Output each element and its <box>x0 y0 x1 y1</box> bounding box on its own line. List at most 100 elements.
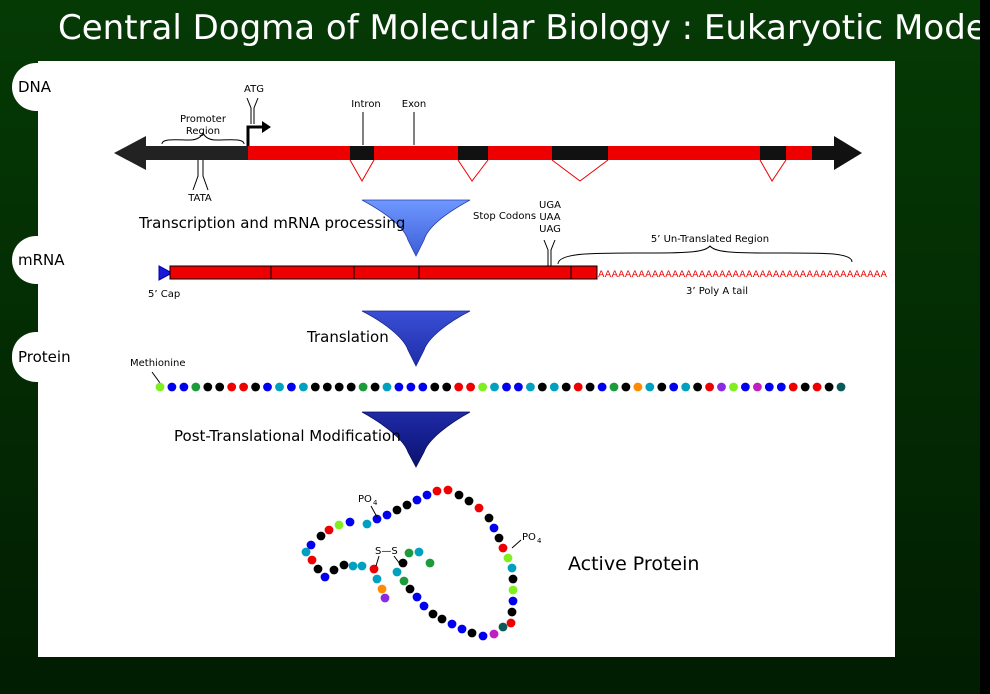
folded-amino-acid <box>324 525 334 535</box>
folded-amino-acid <box>507 563 517 573</box>
amino-acid <box>800 382 810 392</box>
amino-acid <box>633 382 643 392</box>
transcription-start-arrow <box>246 125 264 146</box>
amino-acid <box>788 382 798 392</box>
intron-label: Intron <box>351 99 381 110</box>
amino-acid <box>263 382 272 392</box>
folded-amino-acid <box>419 601 429 611</box>
ptm-label: Post-Translational Modification <box>174 427 401 445</box>
dna-intron-1 <box>350 146 374 160</box>
folded-amino-acid <box>357 561 367 571</box>
amino-acid <box>645 382 655 392</box>
transcription-label: Transcription and mRNA processing <box>138 214 405 232</box>
folded-amino-acid <box>392 505 402 515</box>
promoter-label-line1: Promoter <box>180 114 227 125</box>
active-protein-label: Active Protein <box>568 553 699 575</box>
folded-amino-acid <box>348 561 358 571</box>
dna-left-arrowhead <box>114 136 146 170</box>
folded-amino-acid <box>422 490 432 500</box>
folded-amino-acid <box>437 614 447 624</box>
amino-acid <box>466 382 475 392</box>
folded-amino-acid <box>454 490 464 500</box>
amino-acid <box>310 382 320 392</box>
folded-amino-acid <box>320 572 330 582</box>
amino-acid <box>239 382 249 392</box>
splice-marker-1 <box>349 159 375 183</box>
poly-a-tail-label: 3’ Poly A tail <box>686 286 748 297</box>
amino-acid <box>370 382 380 392</box>
folded-amino-acid <box>380 593 390 603</box>
folded-amino-acid <box>402 500 412 510</box>
amino-acid <box>573 382 583 392</box>
folded-amino-acid <box>414 547 424 557</box>
stop-codon-marker <box>543 239 556 266</box>
diagram-panel <box>38 61 895 657</box>
amino-acid <box>537 382 547 392</box>
five-prime-cap <box>158 265 174 281</box>
mrna-exon-boundaries <box>270 266 572 279</box>
utr-brace <box>557 245 853 265</box>
stop-codon-uaa: UAA <box>539 212 560 223</box>
amino-acid <box>430 382 440 392</box>
amino-acid <box>585 382 595 392</box>
amino-acid <box>227 382 237 392</box>
stage-label-protein: Protein <box>12 332 92 382</box>
amino-acid <box>812 382 822 392</box>
amino-acid <box>179 382 189 392</box>
folded-amino-acid <box>362 519 372 529</box>
folded-amino-acid <box>404 548 414 558</box>
folded-amino-acid <box>425 558 435 568</box>
amino-acid <box>406 382 416 392</box>
amino-acid <box>621 382 631 392</box>
amino-acid <box>657 382 667 392</box>
folded-amino-acid <box>372 514 382 524</box>
amino-acid <box>454 382 464 392</box>
dna-right-arrowhead <box>834 136 862 170</box>
promoter-brace <box>161 131 245 145</box>
folded-amino-acid <box>301 547 311 557</box>
stop-codons-label: Stop Codons <box>473 211 536 222</box>
dna-intron-2 <box>458 146 488 160</box>
amino-acid <box>155 382 165 392</box>
splice-marker-4 <box>759 159 787 182</box>
amino-acid <box>334 382 344 392</box>
amino-acid <box>346 382 356 392</box>
atg-marker <box>246 97 259 124</box>
folded-amino-acid <box>508 574 518 584</box>
amino-acid <box>275 382 284 392</box>
folded-amino-acid <box>489 523 499 533</box>
folded-amino-acid <box>507 607 517 617</box>
mrna-strand <box>169 265 598 280</box>
folded-amino-acid <box>506 618 516 628</box>
amino-acid <box>191 382 201 392</box>
folded-amino-acid <box>334 520 344 530</box>
dna-promoter-segment <box>144 146 250 160</box>
splice-markers <box>349 159 787 183</box>
folded-amino-acid <box>478 631 488 641</box>
exon-label: Exon <box>402 99 426 110</box>
folded-amino-acid <box>467 628 477 638</box>
amino-acid <box>215 382 225 392</box>
folded-amino-acid <box>392 567 402 577</box>
folded-amino-acid <box>508 596 518 606</box>
tata-label: TATA <box>187 193 212 204</box>
amino-acid <box>729 382 738 392</box>
amino-acid <box>741 382 750 392</box>
folded-amino-acid <box>508 585 518 595</box>
amino-acid <box>394 382 404 392</box>
folded-amino-acid <box>432 486 442 496</box>
folded-amino-acid <box>428 609 438 619</box>
folded-amino-acid <box>447 619 457 629</box>
folded-amino-acid <box>369 564 379 574</box>
amino-acid <box>442 382 452 392</box>
folded-amino-acid <box>306 540 316 550</box>
dna-intron-3 <box>552 146 608 160</box>
methionine-label: Methionine <box>130 358 186 369</box>
folded-amino-acid <box>484 513 494 523</box>
amino-acid <box>251 382 260 392</box>
amino-acid <box>764 382 774 392</box>
methionine-pointer <box>151 371 161 384</box>
amino-acid <box>287 382 296 392</box>
amino-acid <box>824 382 834 392</box>
utr-label: 5’ Un-Translated Region <box>651 234 769 245</box>
